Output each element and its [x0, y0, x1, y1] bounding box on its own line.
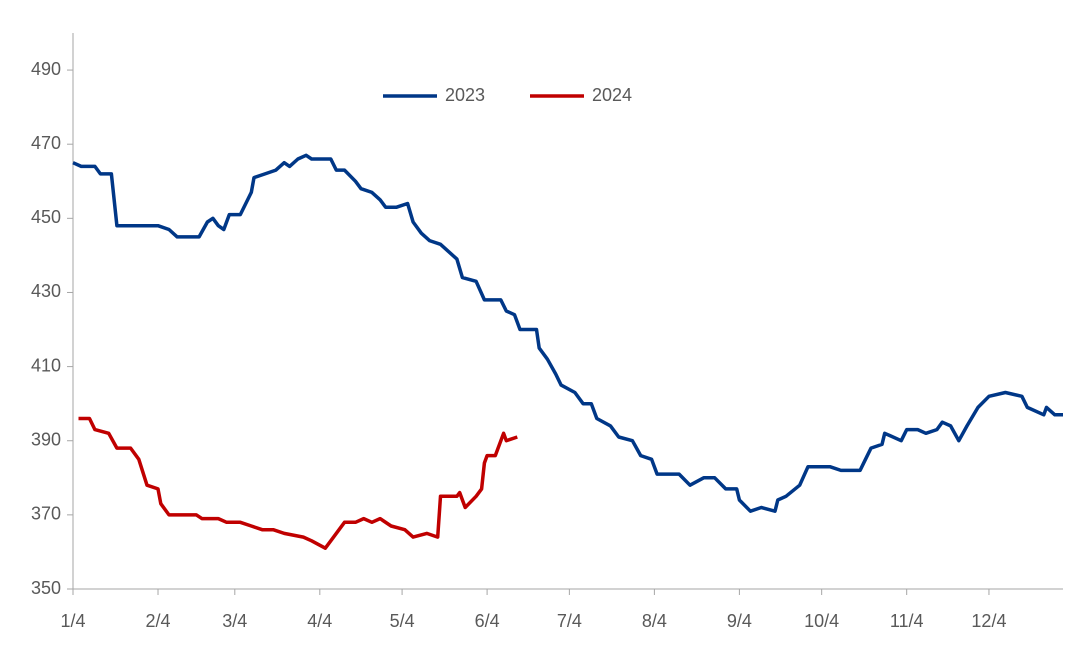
- x-tick-label: 3/4: [222, 611, 247, 631]
- x-tick-label: 8/4: [642, 611, 667, 631]
- y-tick-label: 390: [31, 429, 61, 449]
- series-line: [72, 153, 1063, 513]
- legend-label: 2023: [445, 85, 485, 105]
- x-tick-label: 10/4: [804, 611, 839, 631]
- y-tick-label: 490: [31, 59, 61, 79]
- x-tick-label: 12/4: [971, 611, 1006, 631]
- x-tick-label: 11/4: [890, 611, 924, 631]
- x-tick-label: 6/4: [475, 611, 500, 631]
- x-tick-label: 1/4: [60, 611, 85, 631]
- y-tick-label: 370: [31, 504, 61, 524]
- legend-label: 2024: [592, 85, 632, 105]
- x-tick-label: 4/4: [307, 611, 332, 631]
- y-tick-label: 410: [31, 355, 61, 375]
- y-tick-label: 350: [31, 578, 61, 598]
- y-tick-label: 450: [31, 207, 61, 227]
- series-line: [78, 416, 518, 550]
- x-tick-label: 5/4: [390, 611, 415, 631]
- y-tick-label: 470: [31, 133, 61, 153]
- x-tick-label: 9/4: [727, 611, 752, 631]
- x-tick-label: 2/4: [145, 611, 170, 631]
- x-tick-label: 7/4: [557, 611, 582, 631]
- y-tick-label: 430: [31, 281, 61, 301]
